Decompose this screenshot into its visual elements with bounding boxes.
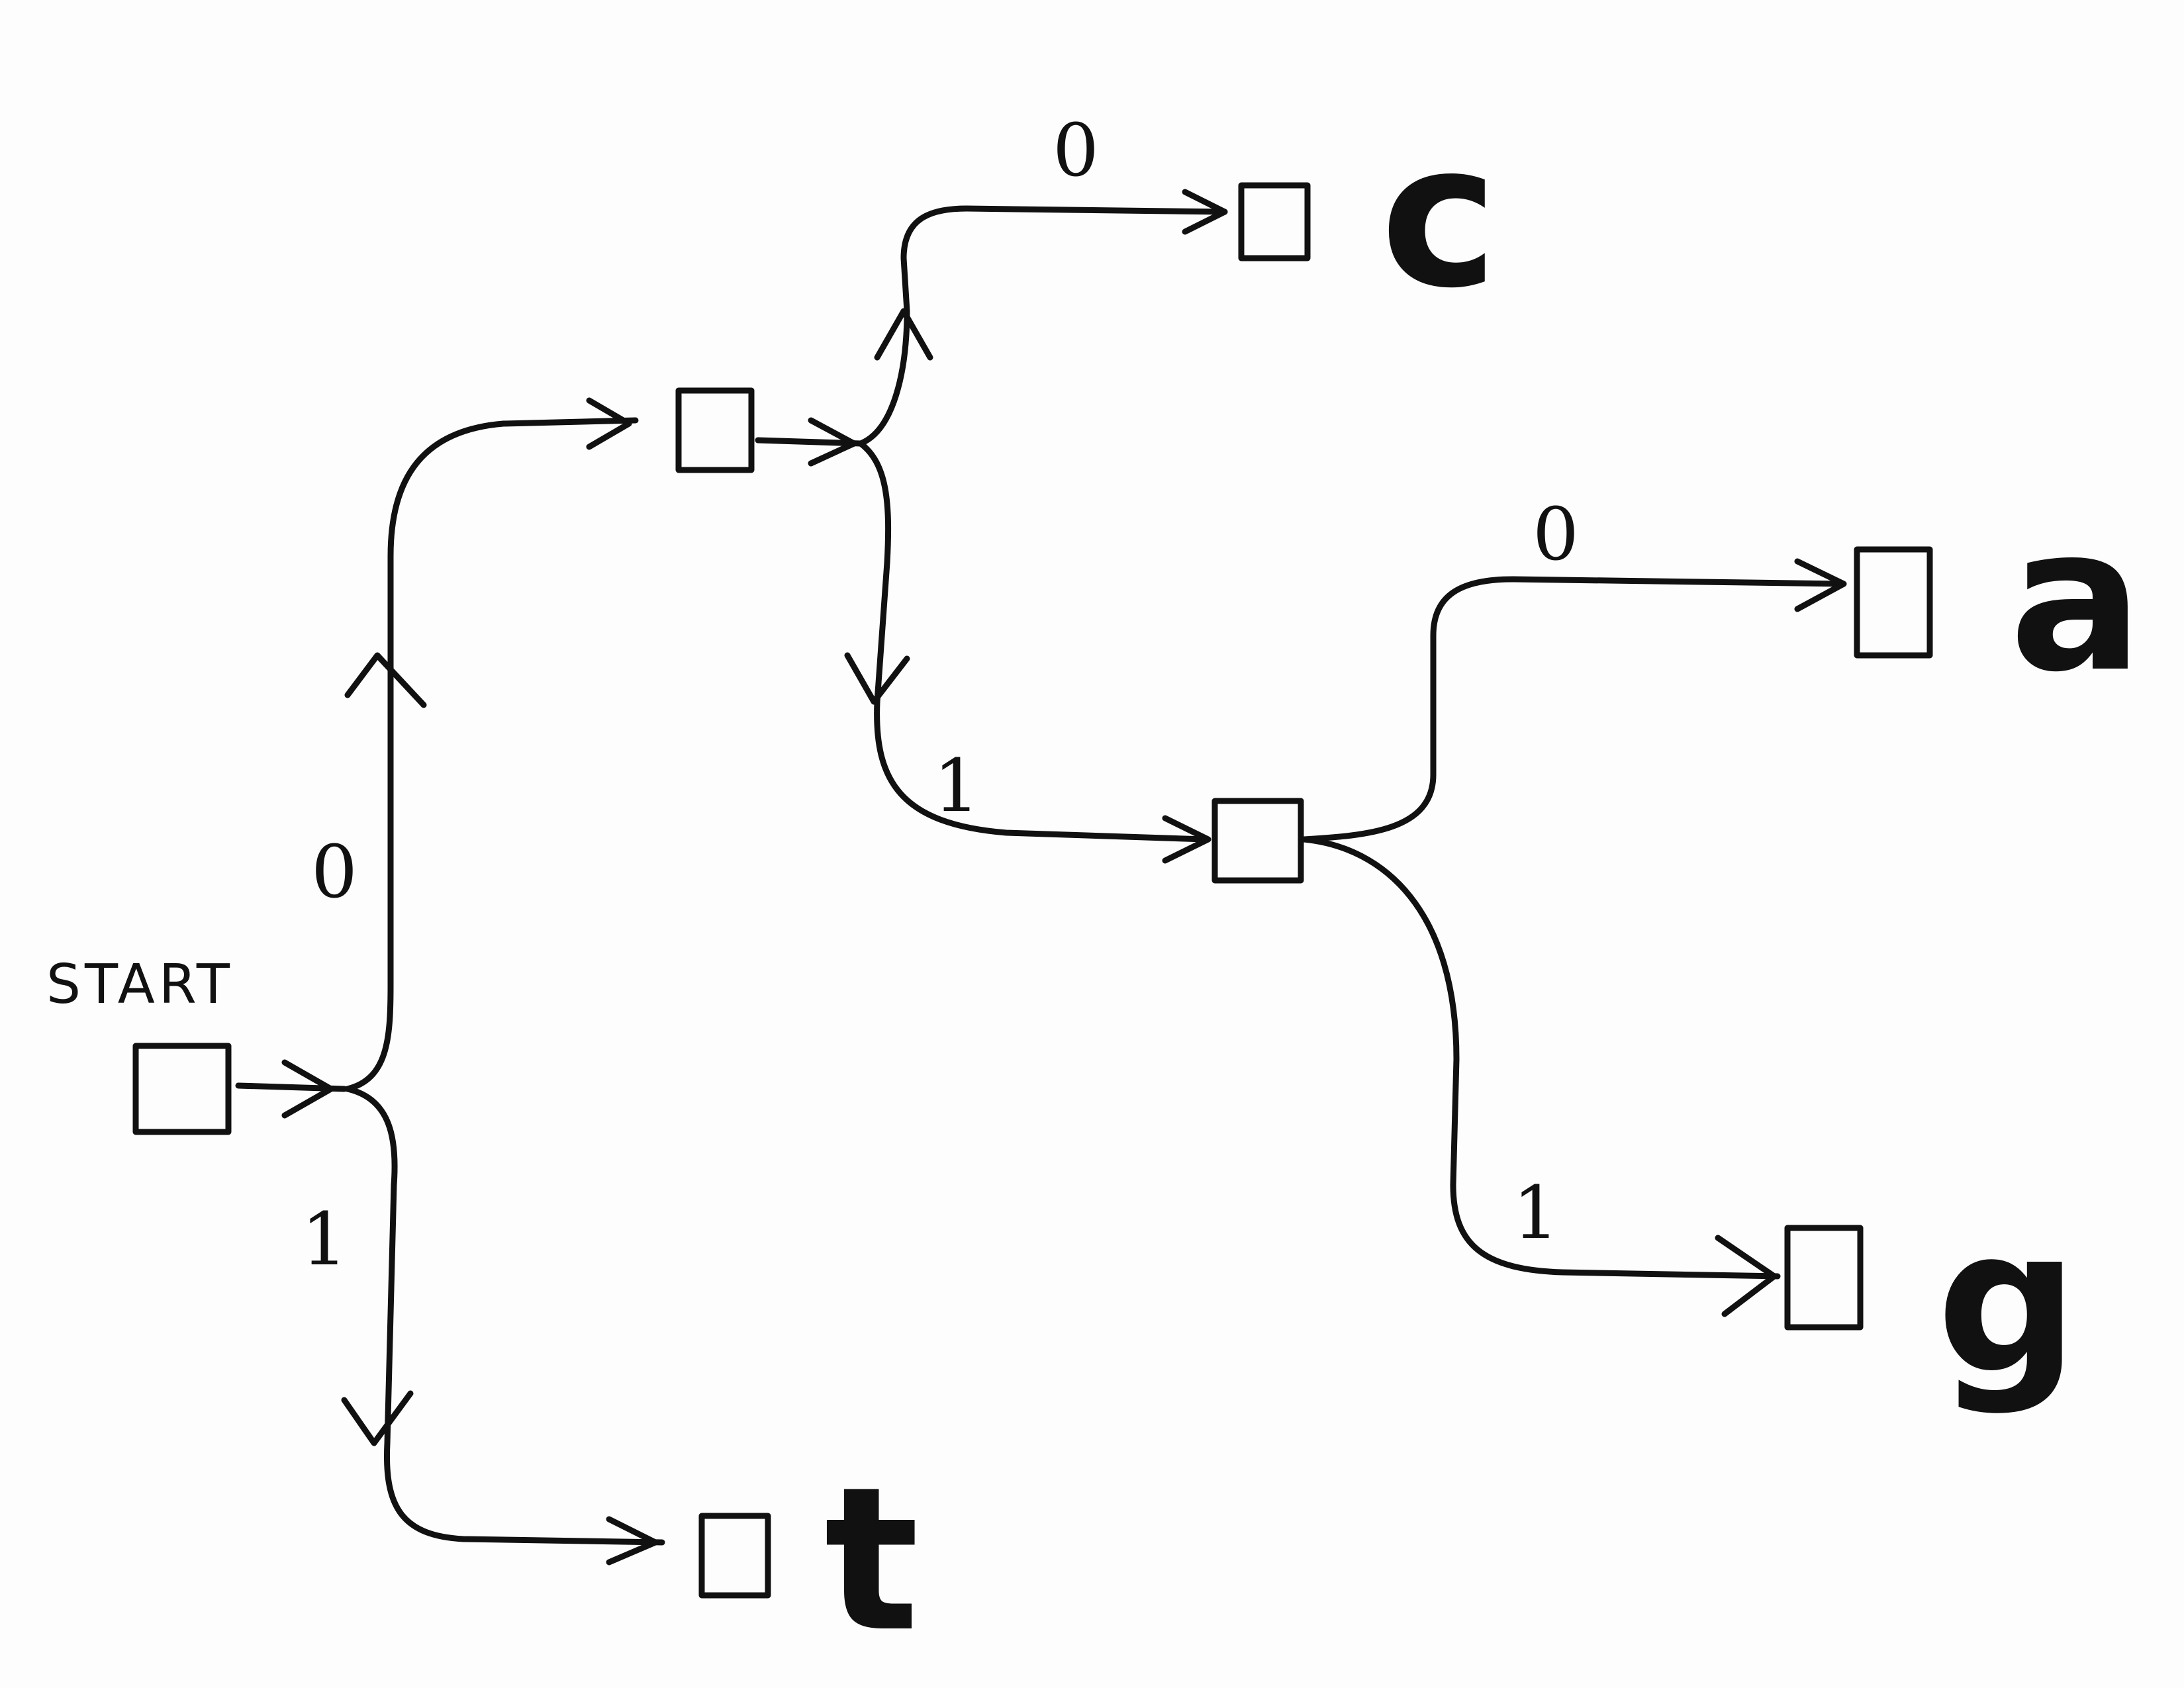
- upper-bottom-edge-label: 1: [933, 743, 980, 828]
- upper-top-edge-label: 0: [1053, 108, 1099, 193]
- lower-bottom-end-arrow-head: [1715, 1235, 1778, 1317]
- leaf-node-g: [1784, 1225, 1864, 1331]
- start-arrow-head: [281, 1059, 334, 1119]
- leaf-label-a: a: [2009, 485, 2143, 716]
- root-bottom-end-arrow-head: [606, 1516, 659, 1566]
- root-top-end-arrow-head: [586, 397, 632, 450]
- upper-bottom-branch: [857, 440, 1208, 843]
- start-label: START: [46, 953, 234, 1016]
- upper-bottom-end-arrow-head: [1162, 815, 1211, 864]
- start-node: [132, 1043, 232, 1135]
- root-top-arrow-head: [344, 652, 427, 708]
- root-top-edge-label: 0: [311, 829, 357, 914]
- root-bottom-branch: [344, 1086, 665, 1546]
- root-bottom-edge-label: 1: [301, 1197, 348, 1282]
- leaf-node-c: [1238, 182, 1311, 261]
- leaf-label-c: c: [1380, 101, 1498, 332]
- lower-top-edge-label: 0: [1533, 492, 1579, 577]
- lower-top-end-arrow-head: [1794, 558, 1847, 612]
- lower-top-branch: [1301, 576, 1844, 843]
- leaf-label-t: t: [824, 1444, 919, 1675]
- lower-bottom-branch: [1301, 836, 1781, 1280]
- leaf-node-t: [698, 1513, 771, 1599]
- root-top-branch: [344, 417, 639, 1092]
- lower-internal-node: [1211, 798, 1304, 884]
- upper-node-out-line: [755, 437, 864, 447]
- upper-node-out-arrow-head: [808, 417, 857, 467]
- upper-top-arrow-head: [874, 308, 933, 361]
- lower-bottom-edge-label: 1: [1513, 1170, 1559, 1255]
- leaf-node-a: [1854, 546, 1933, 659]
- root-bottom-arrow-head: [341, 1390, 414, 1446]
- upper-internal-node: [675, 387, 755, 473]
- upper-top-end-arrow-head: [1182, 189, 1228, 235]
- upper-bottom-arrow-head: [844, 652, 910, 705]
- leaf-label-g: g: [1936, 1186, 2079, 1417]
